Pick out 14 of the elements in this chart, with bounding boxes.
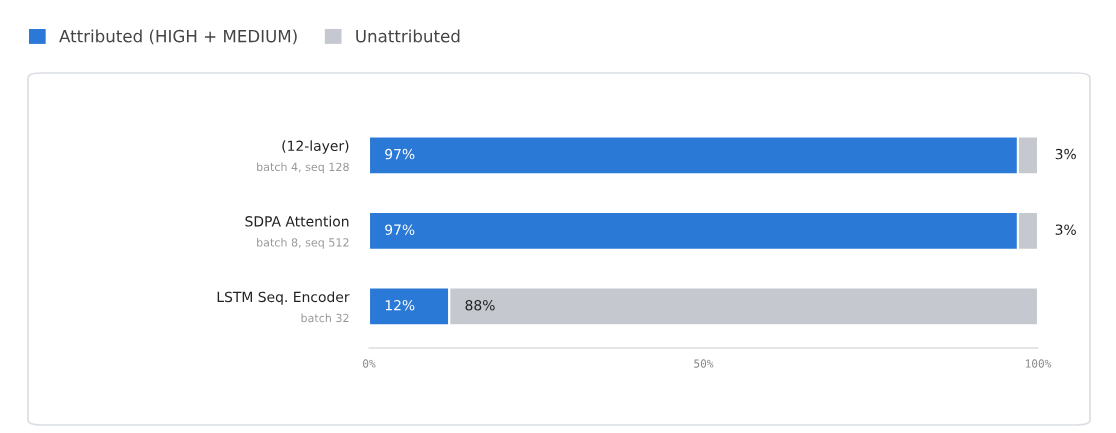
data-label: 12%: [385, 299, 415, 311]
data-label: 3%: [1055, 148, 1076, 160]
data-label: 97%: [385, 224, 415, 235]
data-label: 88%: [465, 299, 495, 311]
data-label: 97%: [385, 148, 415, 160]
y-tick-label: (12-layer) batch 4, seq 128: [257, 140, 349, 174]
y-tick-label: SDPA Attention batch 8, seq 512: [245, 215, 349, 249]
x-tick-label: 0%: [363, 359, 376, 368]
data-label: 3%: [1055, 224, 1076, 235]
x-tick-label: 50%: [694, 359, 714, 368]
legend-label: Unattributed: [356, 29, 460, 43]
legend-label: Attributed (HIGH + MEDIUM): [59, 29, 297, 45]
y-tick-label: LSTM Seq. Encoder batch 32: [217, 291, 350, 323]
x-tick-label: 100%: [1025, 359, 1052, 368]
